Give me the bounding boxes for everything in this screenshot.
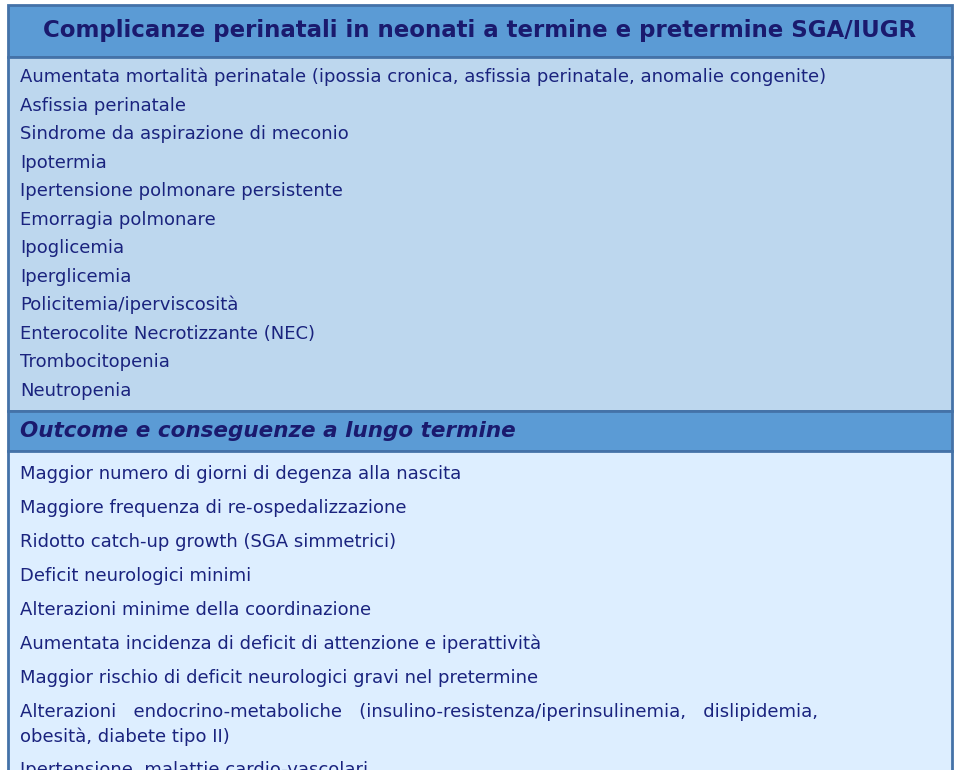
Text: Ridotto catch-up growth (SGA simmetrici): Ridotto catch-up growth (SGA simmetrici) <box>20 533 396 551</box>
Text: Maggiore frequenza di re-ospedalizzazione: Maggiore frequenza di re-ospedalizzazion… <box>20 499 406 517</box>
Text: Asfissia perinatale: Asfissia perinatale <box>20 97 186 115</box>
FancyBboxPatch shape <box>8 411 952 451</box>
Text: Maggior rischio di deficit neurologici gravi nel pretermine: Maggior rischio di deficit neurologici g… <box>20 669 539 687</box>
Text: Emorragia polmonare: Emorragia polmonare <box>20 211 216 229</box>
Text: Sindrome da aspirazione di meconio: Sindrome da aspirazione di meconio <box>20 126 348 143</box>
Text: Ipertensione polmonare persistente: Ipertensione polmonare persistente <box>20 182 343 200</box>
Text: Aumentata incidenza di deficit di attenzione e iperattività: Aumentata incidenza di deficit di attenz… <box>20 634 541 653</box>
Text: obesità, diabete tipo II): obesità, diabete tipo II) <box>20 727 229 745</box>
Text: Outcome e conseguenze a lungo termine: Outcome e conseguenze a lungo termine <box>20 421 516 441</box>
Text: Policitemia/iperviscosità: Policitemia/iperviscosità <box>20 296 238 314</box>
Text: Ipotermia: Ipotermia <box>20 154 107 172</box>
Text: Aumentata mortalità perinatale (ipossia cronica, asfissia perinatale, anomalie c: Aumentata mortalità perinatale (ipossia … <box>20 68 827 86</box>
Text: Enterocolite Necrotizzante (NEC): Enterocolite Necrotizzante (NEC) <box>20 325 315 343</box>
Text: Ipertensione, malattie cardio-vascolari: Ipertensione, malattie cardio-vascolari <box>20 762 368 770</box>
Text: Iperglicemia: Iperglicemia <box>20 268 132 286</box>
Text: Neutropenia: Neutropenia <box>20 382 132 400</box>
Text: Complicanze perinatali in neonati a termine e pretermine SGA/IUGR: Complicanze perinatali in neonati a term… <box>43 19 917 42</box>
FancyBboxPatch shape <box>8 451 952 770</box>
Text: Maggior numero di giorni di degenza alla nascita: Maggior numero di giorni di degenza alla… <box>20 465 461 483</box>
FancyBboxPatch shape <box>8 5 952 57</box>
Text: Trombocitopenia: Trombocitopenia <box>20 353 170 371</box>
Text: Alterazioni minime della coordinazione: Alterazioni minime della coordinazione <box>20 601 372 619</box>
Text: Deficit neurologici minimi: Deficit neurologici minimi <box>20 567 252 585</box>
FancyBboxPatch shape <box>8 57 952 411</box>
Text: Alterazioni   endocrino-metaboliche   (insulino-resistenza/iperinsulinemia,   di: Alterazioni endocrino-metaboliche (insul… <box>20 703 818 721</box>
Text: Ipoglicemia: Ipoglicemia <box>20 239 124 257</box>
